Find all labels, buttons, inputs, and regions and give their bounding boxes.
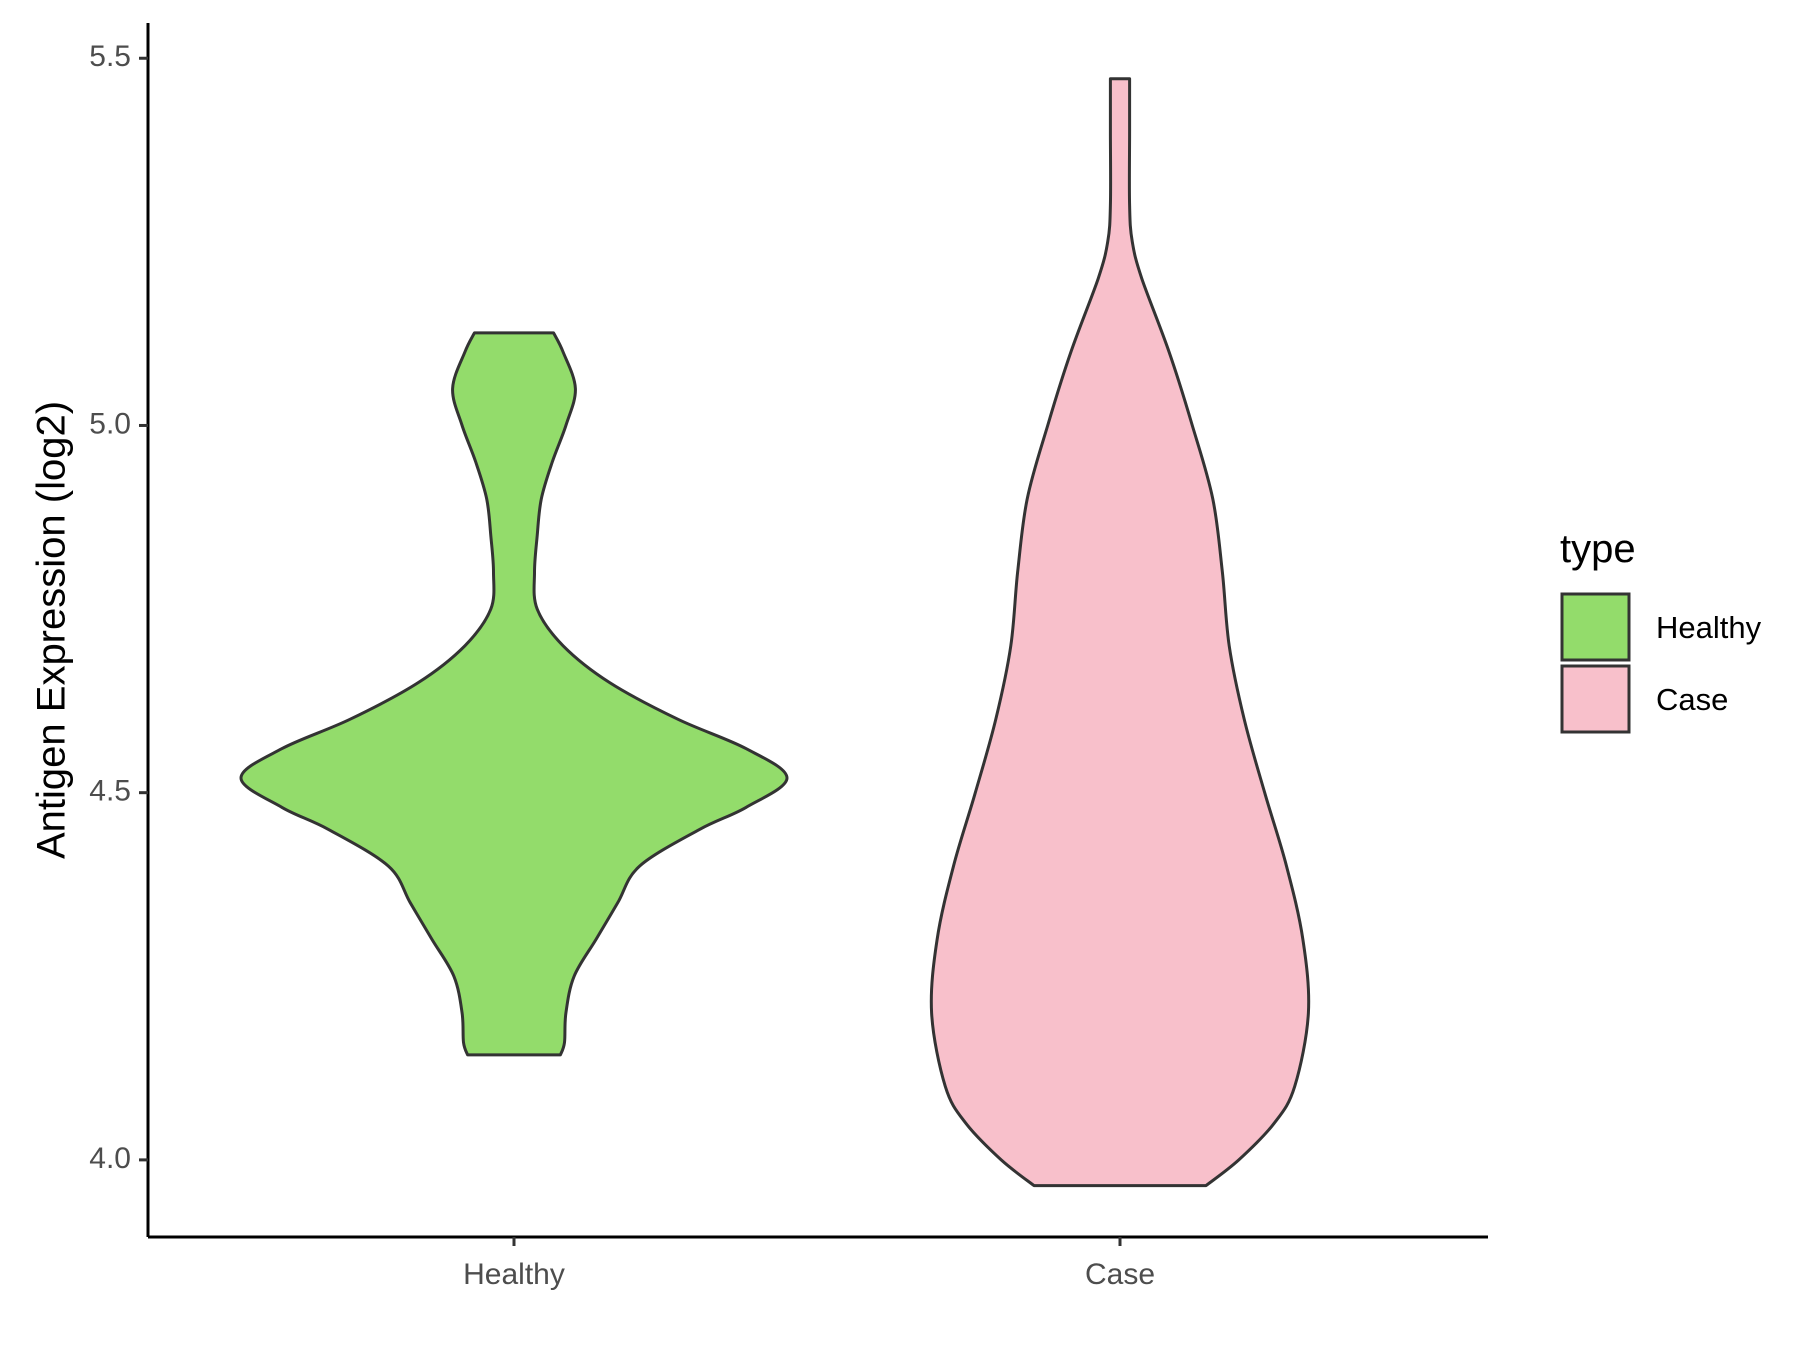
legend: type Healthy Case (1560, 527, 1762, 734)
legend-key-case (1560, 664, 1631, 734)
x-ticks: Healthy Case (463, 1237, 1155, 1291)
violin-layer (239, 77, 1311, 1188)
x-tick-label-case: Case (1085, 1258, 1155, 1291)
violin-case (929, 77, 1311, 1188)
legend-title: type (1560, 527, 1636, 571)
y-tick-label: 4.5 (89, 775, 131, 808)
legend-label-case: Case (1656, 682, 1728, 717)
legend-key-healthy (1560, 592, 1631, 662)
y-tick-label: 5.5 (89, 40, 131, 73)
legend-label-healthy: Healthy (1656, 610, 1762, 645)
y-tick-label: 4.0 (89, 1142, 131, 1175)
y-tick-label: 5.0 (89, 407, 131, 440)
violin-healthy (239, 331, 789, 1057)
x-tick-label-healthy: Healthy (463, 1258, 565, 1291)
y-axis-title: Antigen Expression (log2) (30, 401, 74, 859)
y-ticks: 4.0 4.5 5.0 5.5 (89, 40, 148, 1175)
